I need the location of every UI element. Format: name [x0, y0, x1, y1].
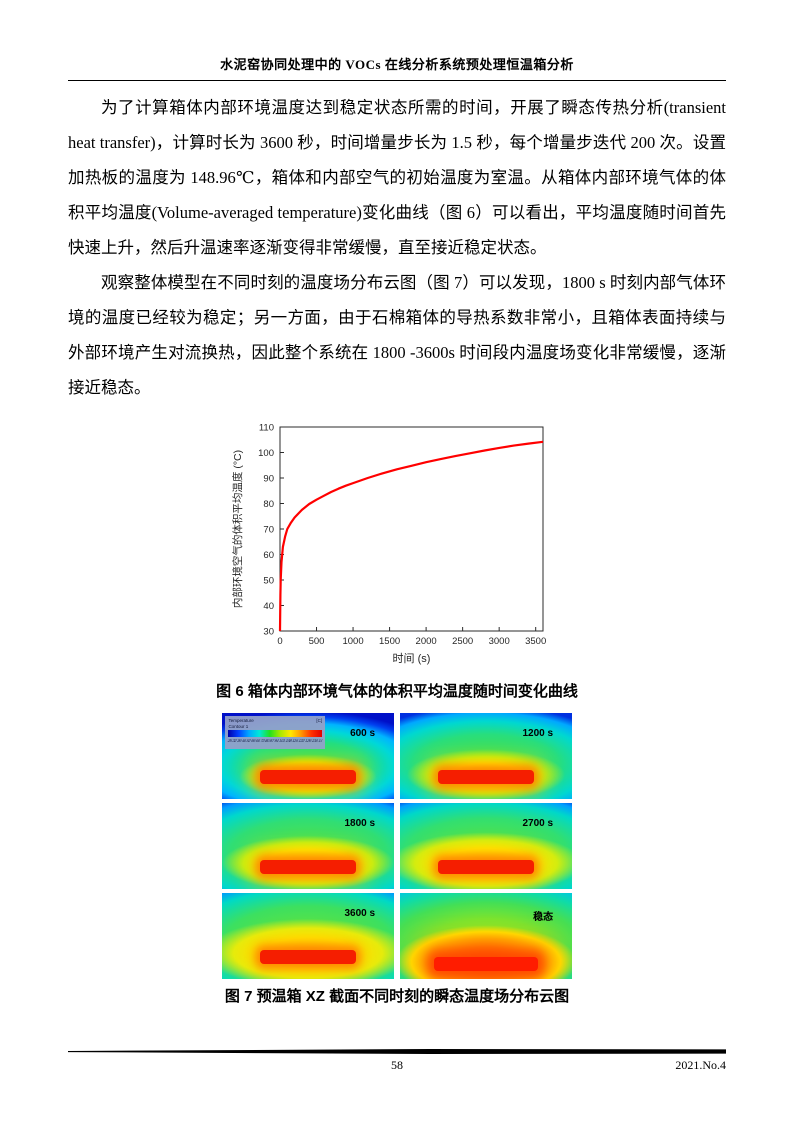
- panel-time-label: 稳态: [533, 912, 554, 924]
- heater-plate: [434, 956, 538, 972]
- contour-panel-steady: 稳态: [400, 893, 572, 979]
- figure7-block: Temperature [C] Contour 1 25 32 39 46 52…: [222, 713, 572, 979]
- legend-title: Temperature: [228, 718, 254, 724]
- svg-text:70: 70: [263, 525, 274, 536]
- panel-time-label: 3600 s: [344, 908, 376, 920]
- issue-label: 2021.No.4: [675, 1058, 726, 1072]
- header-rule: [68, 80, 726, 81]
- figure7-caption: 图 7 预温箱 XZ 截面不同时刻的瞬态温度场分布云图: [224, 988, 570, 1005]
- svg-text:内部环境空气的体积平均温度 (°C): 内部环境空气的体积平均温度 (°C): [231, 450, 244, 608]
- panel-time-label: 1800 s: [344, 818, 376, 830]
- paragraph-2: 观察整体模型在不同时刻的温度场分布云图（图 7）可以发现，1800 s 时刻内部…: [68, 273, 726, 397]
- svg-text:2500: 2500: [452, 636, 473, 647]
- svg-text:2000: 2000: [416, 636, 437, 647]
- contour-panel-3600s: 3600 s: [222, 893, 394, 979]
- svg-text:1500: 1500: [379, 636, 400, 647]
- legend-tick-labels: 25 32 39 46 52 59 66 73 80 87 94 101 108…: [227, 738, 324, 744]
- svg-text:30: 30: [263, 627, 274, 638]
- svg-text:80: 80: [263, 499, 274, 510]
- svg-text:1000: 1000: [342, 636, 363, 647]
- svg-text:时间 (s): 时间 (s): [393, 652, 431, 665]
- figure6-caption: 图 6 箱体内部环境气体的体积平均温度随时间变化曲线: [216, 683, 578, 700]
- svg-text:60: 60: [263, 550, 274, 561]
- contour-legend: Temperature [C] Contour 1 25 32 39 46 52…: [225, 716, 326, 750]
- footer-rule: [68, 1049, 726, 1054]
- figure6-block: 0 500 1000 1500 2000 2500 3000 3500 30 40 50 60 70 80…: [68, 419, 726, 701]
- svg-text:3500: 3500: [525, 636, 546, 647]
- heater-plate: [437, 859, 535, 874]
- contour-panel-1200s: 1200 s: [400, 713, 572, 799]
- page-header: 水泥窑协同处理中的 VOCs 在线分析系统预处理恒温箱分析: [68, 54, 726, 81]
- heater-plate: [259, 769, 357, 784]
- heater-plate: [437, 769, 535, 784]
- panel-time-label: 600 s: [350, 728, 376, 740]
- svg-text:0: 0: [277, 636, 282, 647]
- heater-plate: [259, 949, 357, 964]
- legend-colorbar: [228, 730, 323, 738]
- legend-unit: [C]: [316, 718, 323, 724]
- paragraph-1: 为了计算箱体内部环境温度达到稳定状态所需的时间，开展了瞬态传热分析(transi…: [68, 98, 726, 257]
- svg-text:3000: 3000: [489, 636, 510, 647]
- svg-text:50: 50: [263, 576, 274, 587]
- contour-panel-600s: Temperature [C] Contour 1 25 32 39 46 52…: [222, 713, 394, 799]
- svg-text:100: 100: [258, 448, 274, 459]
- figure6-chart: 0 500 1000 1500 2000 2500 3000 3500 30 40 50 60 70 80…: [231, 423, 546, 666]
- legend-subtitle: Contour 1: [228, 723, 249, 729]
- panel-time-label: 2700 s: [522, 818, 554, 830]
- page-number: 58: [391, 1058, 403, 1072]
- page-footer: 58 2021.No.4: [68, 1058, 726, 1076]
- svg-text:500: 500: [309, 636, 325, 647]
- heater-plate: [259, 859, 357, 874]
- running-title: 水泥窑协同处理中的 VOCs 在线分析系统预处理恒温箱分析: [220, 57, 574, 72]
- svg-text:40: 40: [263, 601, 274, 612]
- page-content: 为了计算箱体内部环境温度达到稳定状态所需的时间，开展了瞬态传热分析(transi…: [68, 90, 726, 1006]
- svg-text:110: 110: [259, 423, 274, 434]
- contour-panel-1800s: 1800 s: [222, 803, 394, 889]
- panel-time-label: 1200 s: [522, 728, 554, 740]
- contour-panel-2700s: 2700 s: [400, 803, 572, 889]
- svg-text:90: 90: [263, 474, 274, 485]
